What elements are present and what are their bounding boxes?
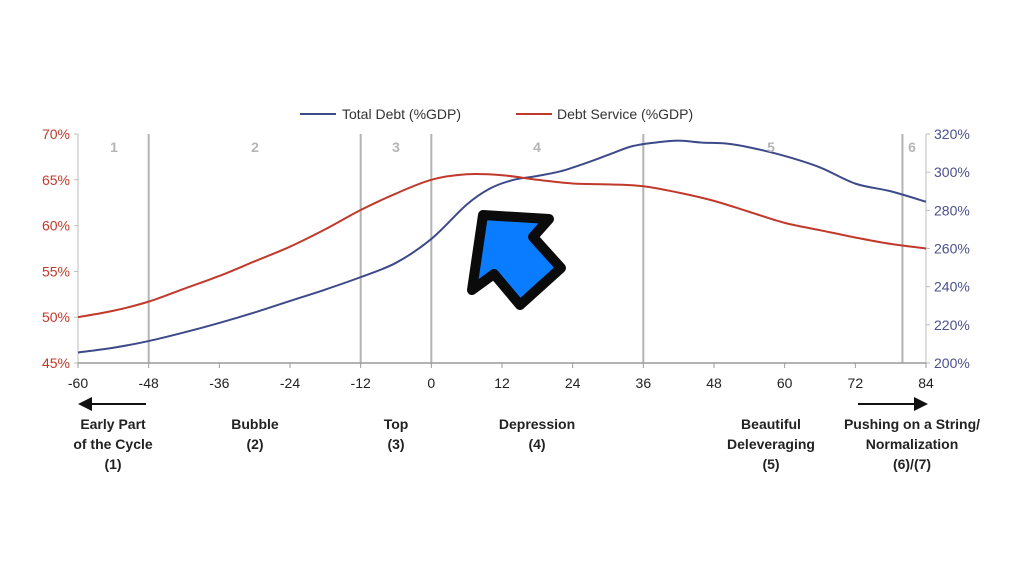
x-tick-label: 84	[918, 375, 934, 391]
right-tick-label: 260%	[934, 241, 970, 257]
phase-label-line: Pushing on a String/	[844, 416, 980, 432]
left-tick-label: 45%	[42, 355, 70, 371]
phase-labels: 1 Early Part of the Cycle (1) 2 Bubble (2) 3 Top…	[73, 139, 980, 472]
x-tick-label: -36	[209, 375, 229, 391]
legend-label-1: Debt Service (%GDP)	[557, 106, 693, 122]
legend-label-0: Total Debt (%GDP)	[342, 106, 461, 122]
phase-label-line: Early Part	[80, 416, 146, 432]
phase-label-line: Top	[384, 416, 409, 432]
phase-number-1: 1	[110, 139, 118, 155]
phase-label-line: (4)	[528, 436, 545, 452]
phase-label-line: (2)	[246, 436, 263, 452]
phase-label-line: (1)	[104, 456, 121, 472]
x-tick-label: 72	[848, 375, 864, 391]
x-tick-label: 12	[494, 375, 510, 391]
phase-label-line: Bubble	[231, 416, 279, 432]
x-tick-label: 24	[565, 375, 581, 391]
right-tick-label: 300%	[934, 164, 970, 180]
phase-label-line: Deleveraging	[727, 436, 815, 452]
phase-label-line: (5)	[762, 456, 779, 472]
right-tick-label: 320%	[934, 126, 970, 142]
cursor-arrow-icon	[467, 210, 566, 310]
x-tick-label: -24	[280, 375, 300, 391]
right-tick-label: 220%	[934, 317, 970, 333]
phase-label-line: of the Cycle	[73, 436, 153, 452]
x-tick-label: 48	[706, 375, 722, 391]
left-tick-label: 55%	[42, 263, 70, 279]
series-lines	[77, 139, 927, 354]
phase-label-line: (3)	[387, 436, 404, 452]
right-tick-label: 200%	[934, 355, 970, 371]
phase-number-5: 5	[767, 139, 775, 155]
legend: Total Debt (%GDP) Debt Service (%GDP)	[300, 106, 693, 122]
phase-number-4: 4	[533, 139, 541, 155]
left-tick-label: 50%	[42, 309, 70, 325]
x-tick-label: 60	[777, 375, 793, 391]
series-line-0	[77, 139, 927, 354]
left-tick-label: 65%	[42, 172, 70, 188]
right-tick-label: 280%	[934, 202, 970, 218]
phase-label-line: Normalization	[866, 436, 959, 452]
phase-number-6: 6	[908, 139, 916, 155]
right-arrow-icon	[914, 397, 928, 411]
phase-number-3: 3	[392, 139, 400, 155]
phase-label-line: (6)/(7)	[893, 456, 931, 472]
x-tick-label: 0	[427, 375, 435, 391]
x-tick-label: -60	[68, 375, 88, 391]
phase-label-line: Beautiful	[741, 416, 801, 432]
axes: 45%50%55%60%65%70%200%220%240%260%280%30…	[42, 126, 970, 391]
x-tick-label: 36	[636, 375, 652, 391]
x-tick-label: -12	[351, 375, 371, 391]
x-tick-label: -48	[139, 375, 159, 391]
phase-label-line: Depression	[499, 416, 575, 432]
left-tick-label: 60%	[42, 218, 70, 234]
left-tick-label: 70%	[42, 126, 70, 142]
phase-dividers	[147, 134, 904, 363]
phase-number-2: 2	[251, 139, 259, 155]
left-arrow-icon	[78, 397, 92, 411]
right-tick-label: 240%	[934, 279, 970, 295]
series-line-1	[77, 172, 927, 319]
